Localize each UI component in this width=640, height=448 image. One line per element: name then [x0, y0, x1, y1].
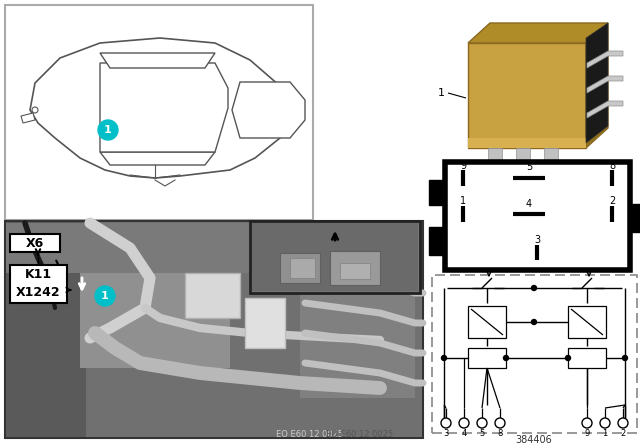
Circle shape [531, 319, 536, 324]
Text: EO E60 12 0025: EO E60 12 0025 [276, 430, 344, 439]
Bar [330, 251, 380, 285]
Polygon shape [468, 23, 608, 43]
Polygon shape [468, 43, 586, 148]
Circle shape [459, 418, 469, 428]
Text: 1: 1 [101, 291, 109, 301]
Polygon shape [587, 51, 623, 68]
Bar [432, 275, 637, 433]
Bar [568, 306, 606, 338]
Bar [568, 348, 606, 368]
Text: 2: 2 [620, 428, 626, 438]
Text: 8: 8 [609, 161, 615, 171]
Text: 3: 3 [534, 235, 540, 245]
Text: 4: 4 [461, 428, 467, 438]
Polygon shape [30, 38, 295, 178]
Text: 384406: 384406 [516, 435, 552, 445]
Circle shape [582, 418, 592, 428]
Bar [185, 273, 240, 318]
Polygon shape [232, 82, 305, 138]
Bar [445, 162, 630, 270]
Polygon shape [587, 76, 623, 93]
Text: 1: 1 [438, 88, 445, 98]
Circle shape [600, 418, 610, 428]
Circle shape [623, 356, 627, 361]
Bar [10, 234, 60, 252]
Bar [245, 298, 285, 348]
Bar [6, 222, 422, 437]
Polygon shape [586, 23, 608, 143]
Text: 1: 1 [104, 125, 112, 135]
Polygon shape [100, 152, 215, 165]
Bar [280, 253, 320, 283]
Text: 5: 5 [479, 428, 484, 438]
Bar [5, 221, 423, 438]
Text: K11: K11 [24, 268, 52, 281]
Polygon shape [468, 138, 586, 148]
Text: 8: 8 [497, 428, 502, 438]
Bar [468, 348, 506, 368]
Polygon shape [516, 148, 530, 166]
Bar [630, 204, 640, 232]
Circle shape [95, 286, 115, 306]
Bar [6, 223, 422, 273]
Bar [252, 223, 418, 291]
Polygon shape [21, 113, 35, 123]
Bar [468, 306, 506, 338]
Text: 5: 5 [526, 162, 532, 172]
Bar [5, 5, 313, 220]
Bar [80, 223, 230, 368]
Circle shape [441, 418, 451, 428]
Bar [290, 258, 315, 278]
Text: 1: 1 [460, 196, 466, 206]
Text: 9: 9 [460, 161, 466, 171]
Text: X6: X6 [26, 237, 44, 250]
Bar [250, 221, 420, 293]
Circle shape [98, 120, 118, 140]
Text: X1242: X1242 [16, 285, 60, 298]
Polygon shape [586, 23, 608, 148]
Circle shape [442, 356, 447, 361]
Circle shape [566, 356, 570, 361]
Bar [6, 222, 86, 437]
Text: EO E60 12 0025: EO E60 12 0025 [326, 430, 394, 439]
Circle shape [504, 356, 509, 361]
Polygon shape [488, 148, 502, 166]
Text: 1: 1 [602, 428, 607, 438]
Text: 4: 4 [526, 199, 532, 209]
Text: 9: 9 [584, 428, 589, 438]
Bar [429, 227, 445, 255]
Polygon shape [587, 101, 623, 118]
Circle shape [477, 418, 487, 428]
Bar [429, 180, 445, 205]
Text: 3: 3 [444, 428, 449, 438]
Bar [340, 263, 370, 279]
Polygon shape [100, 63, 228, 152]
Bar [300, 233, 415, 398]
Bar [10, 265, 67, 303]
Polygon shape [544, 148, 558, 166]
Circle shape [495, 418, 505, 428]
Text: 2: 2 [609, 196, 615, 206]
Circle shape [618, 418, 628, 428]
Circle shape [531, 285, 536, 290]
Polygon shape [278, 83, 292, 93]
Polygon shape [100, 53, 215, 68]
